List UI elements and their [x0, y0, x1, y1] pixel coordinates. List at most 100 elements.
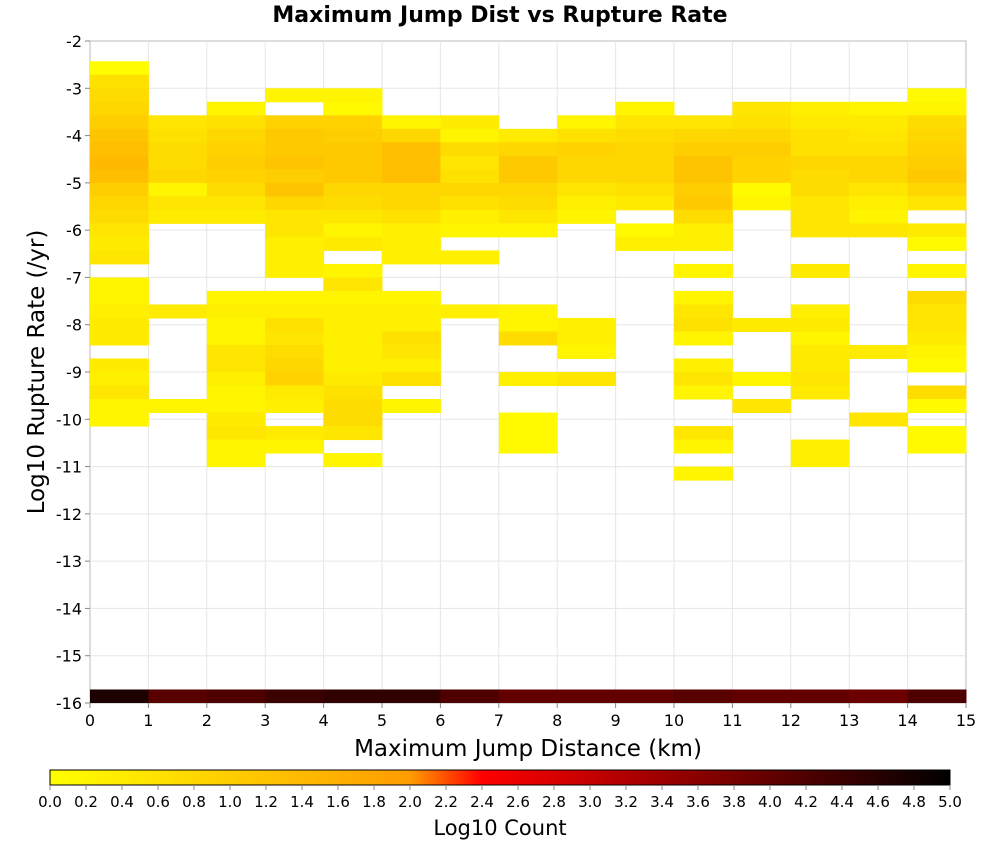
- heatmap-cell: [206, 453, 266, 468]
- heatmap-cell: [849, 182, 909, 197]
- y-tick-label: -16: [56, 694, 82, 713]
- heatmap-cell-bottom-row: [382, 689, 441, 703]
- heatmap-cell: [265, 155, 325, 170]
- heatmap-cell: [790, 263, 850, 278]
- heatmap-cell: [498, 169, 558, 184]
- x-tick-label: 2: [202, 711, 212, 730]
- heatmap-cell: [907, 439, 967, 454]
- heatmap-cell: [732, 155, 792, 170]
- heatmap-cell: [849, 223, 909, 238]
- heatmap-cell: [674, 263, 733, 278]
- heatmap-cell: [849, 142, 909, 157]
- heatmap-cell: [206, 155, 266, 170]
- heatmap-cell: [849, 344, 909, 359]
- heatmap-cell: [265, 344, 325, 359]
- heatmap-cell: [265, 88, 325, 103]
- heatmap-cell: [615, 196, 675, 211]
- colorbar-tick-label: 3.2: [614, 793, 638, 811]
- heatmap-cell: [323, 344, 383, 359]
- colorbar: [49, 769, 951, 786]
- heatmap-cell: [90, 182, 149, 197]
- heatmap-cell: [148, 142, 208, 157]
- heatmap-cell: [382, 142, 441, 157]
- heatmap-cell: [615, 169, 675, 184]
- heatmap-cell: [90, 304, 149, 319]
- heatmap-cell-bottom-row: [440, 689, 500, 703]
- heatmap-cell: [265, 250, 325, 265]
- heatmap-cell: [674, 236, 733, 251]
- heatmap-cell: [615, 142, 675, 157]
- heatmap-cell: [382, 358, 441, 373]
- heatmap-cell: [323, 317, 383, 332]
- heatmap-cell: [498, 412, 558, 427]
- x-tick-label: 9: [611, 711, 621, 730]
- heatmap-cell: [498, 223, 558, 238]
- heatmap-cell: [323, 101, 383, 116]
- heatmap-cell: [557, 344, 617, 359]
- heatmap-cell: [440, 182, 500, 197]
- heatmap-cell: [90, 155, 149, 170]
- heatmap-cell: [90, 317, 149, 332]
- heatmap-cell: [674, 426, 733, 441]
- heatmap-cell: [907, 236, 967, 251]
- heatmap-cell: [90, 196, 149, 211]
- heatmap-cell: [206, 358, 266, 373]
- heatmap-cell: [615, 128, 675, 143]
- heatmap-cell: [907, 317, 967, 332]
- colorbar-tick-label: 4.8: [902, 793, 926, 811]
- heatmap-cell: [206, 317, 266, 332]
- heatmap-cell-bottom-row: [265, 689, 325, 703]
- heatmap-cell: [674, 155, 733, 170]
- heatmap-cell: [265, 182, 325, 197]
- heatmap-cell: [206, 182, 266, 197]
- heatmap-cell: [323, 331, 383, 346]
- heatmap-cell: [206, 169, 266, 184]
- heatmap-cell: [790, 115, 850, 130]
- heatmap-cell: [907, 331, 967, 346]
- y-tick-label: -11: [56, 458, 82, 477]
- heatmap-cell: [907, 142, 967, 157]
- heatmap-cell: [382, 304, 441, 319]
- heatmap-cell: [615, 182, 675, 197]
- heatmap-cell: [615, 155, 675, 170]
- heatmap-cell: [907, 88, 967, 103]
- colorbar-tick-label: 4.0: [758, 793, 782, 811]
- colorbar-tick-label: 4.2: [794, 793, 818, 811]
- heatmap-cell: [265, 142, 325, 157]
- heatmap-cell: [90, 128, 149, 143]
- heatmap-cell: [206, 344, 266, 359]
- heatmap-cell: [323, 412, 383, 427]
- x-tick-label: 8: [552, 711, 562, 730]
- heatmap-cell: [206, 372, 266, 387]
- heatmap-cell: [323, 399, 383, 414]
- heatmap-cell: [790, 317, 850, 332]
- heatmap-cell: [790, 439, 850, 454]
- colorbar-tick-label: 2.0: [398, 793, 422, 811]
- heatmap-cell: [90, 372, 149, 387]
- heatmap-cell: [615, 101, 675, 116]
- heatmap-cell: [206, 304, 266, 319]
- heatmap-cell: [498, 439, 558, 454]
- heatmap-cell: [498, 304, 558, 319]
- colorbar-tick-label: 2.8: [542, 793, 566, 811]
- heatmap-cell: [907, 263, 967, 278]
- heatmap-cell: [674, 169, 733, 184]
- heatmap-cell: [732, 101, 792, 116]
- heatmap-cell: [90, 74, 149, 89]
- x-tick-label: 11: [722, 711, 742, 730]
- heatmap-cell: [557, 128, 617, 143]
- heatmap-cell: [498, 317, 558, 332]
- heatmap-cell: [206, 439, 266, 454]
- y-tick-label: -13: [56, 552, 82, 571]
- colorbar-tick-label: 1.8: [362, 793, 386, 811]
- colorbar-tick-label: 2.4: [470, 793, 494, 811]
- colorbar-tick-label: 0.6: [146, 793, 170, 811]
- heatmap-cell: [90, 223, 149, 238]
- heatmap-cell: [323, 236, 383, 251]
- x-tick-label: 4: [319, 711, 329, 730]
- x-tick-label: 0: [85, 711, 95, 730]
- heatmap-cell: [790, 372, 850, 387]
- y-tick-label: -15: [56, 647, 82, 666]
- y-axis-label: Log10 Rupture Rate (/yr): [24, 230, 50, 515]
